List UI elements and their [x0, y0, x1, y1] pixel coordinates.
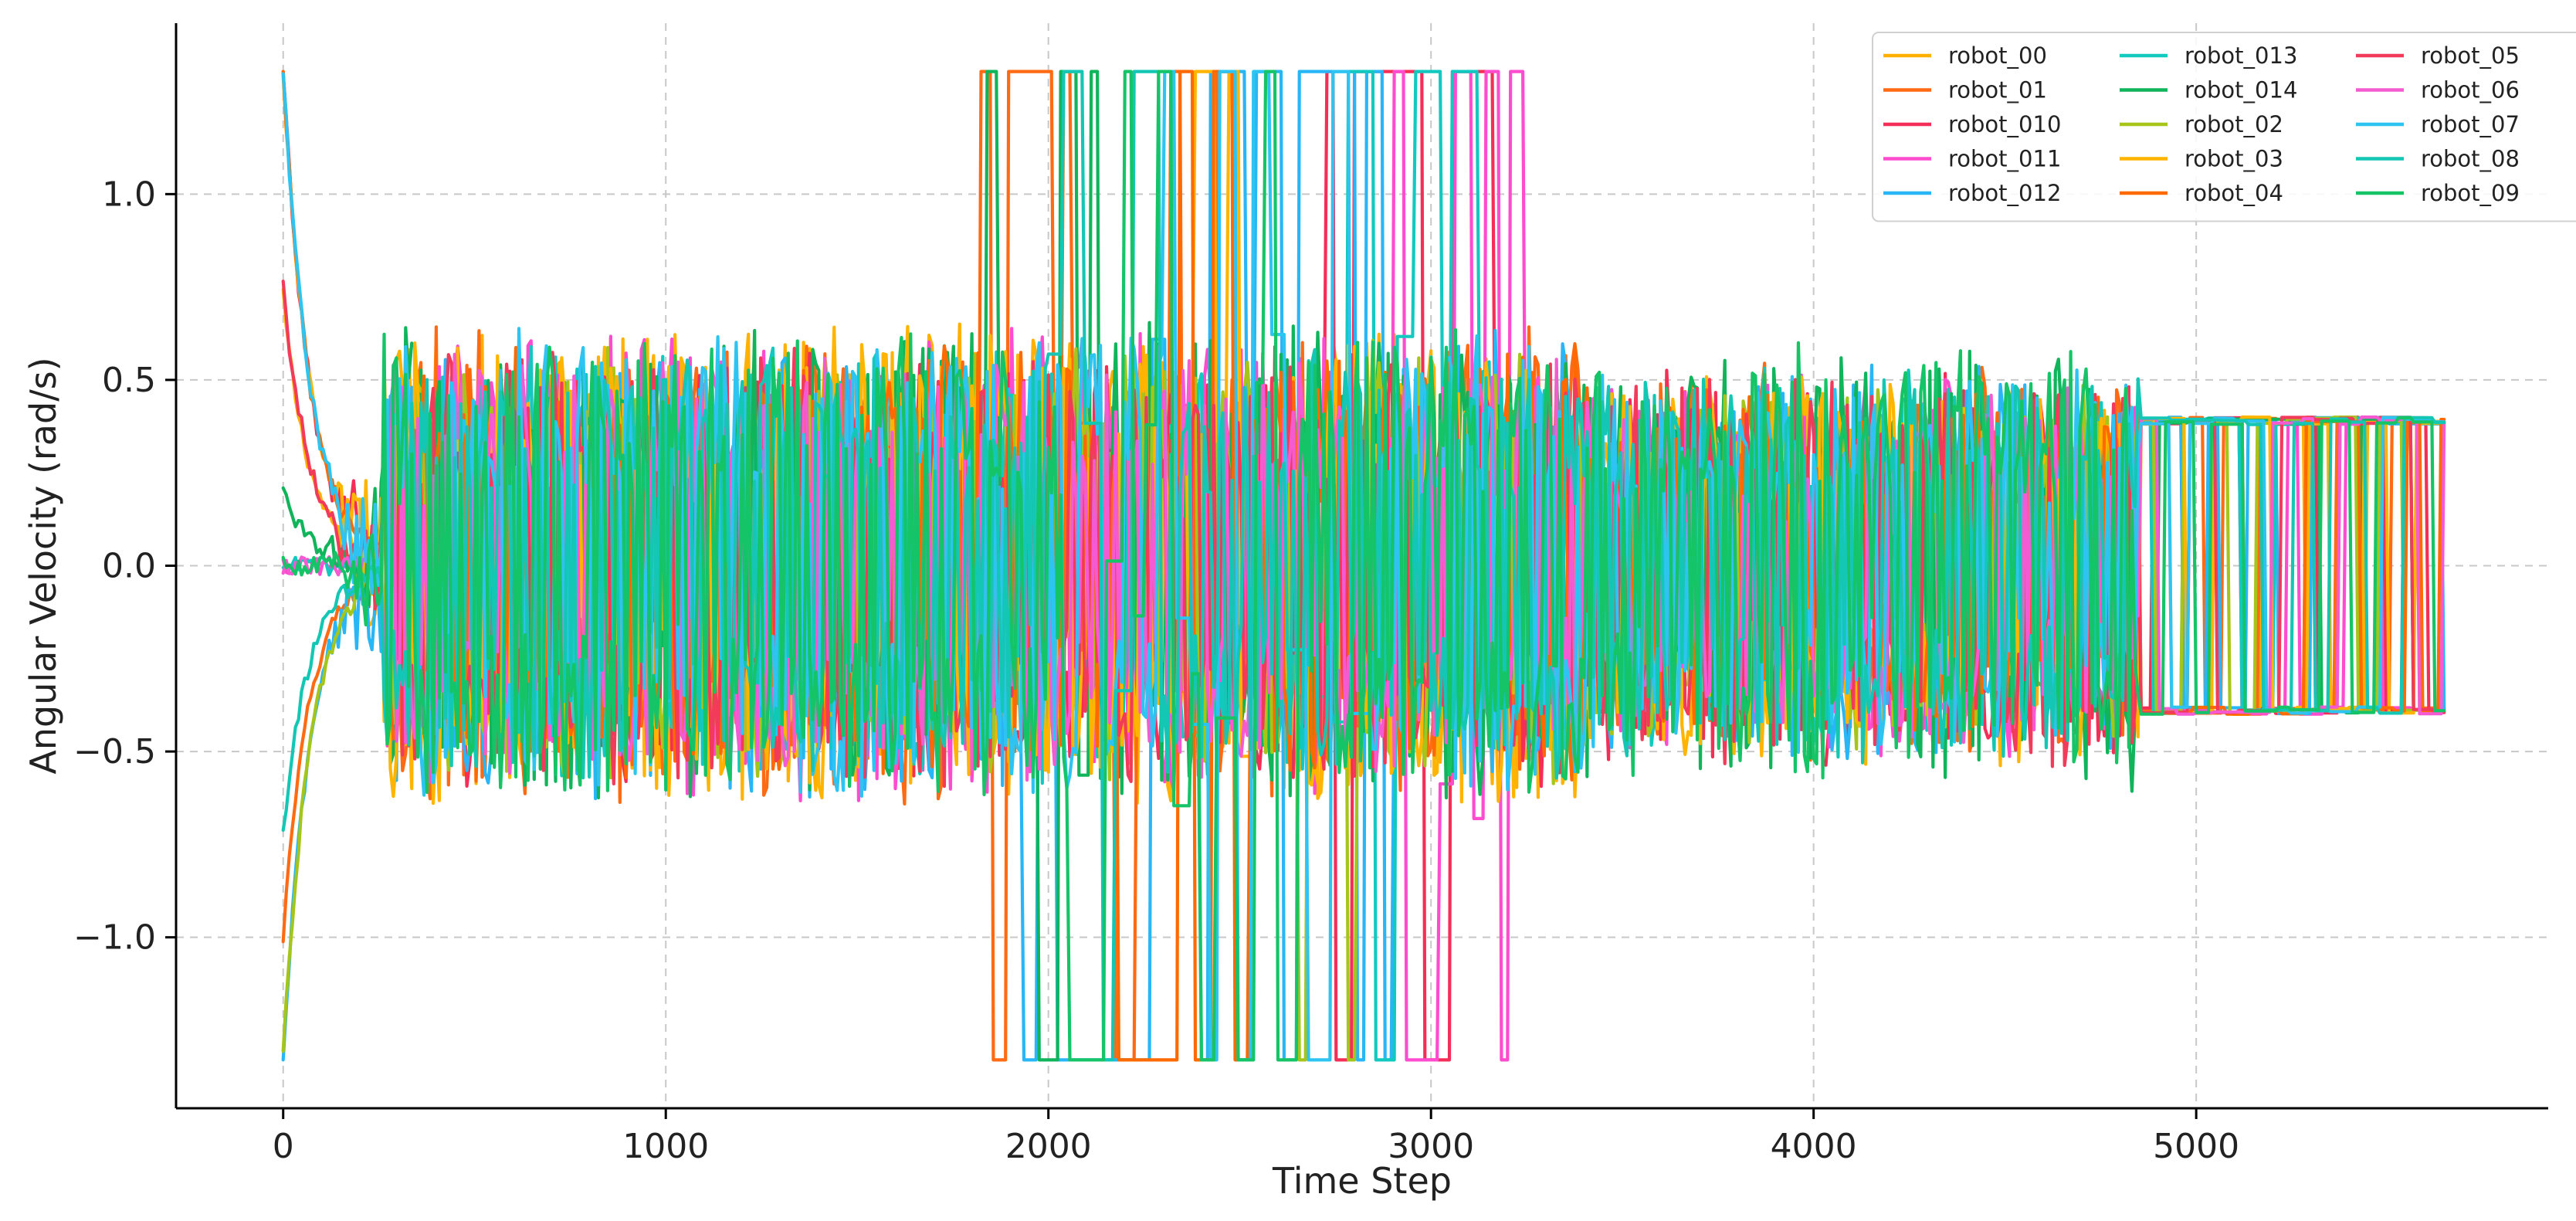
x-tick-label: 0 — [273, 1127, 294, 1166]
x-tick-label: 3000 — [1388, 1127, 1474, 1166]
legend-label: robot_01 — [1948, 77, 2047, 103]
legend-label: robot_010 — [1948, 111, 2061, 137]
legend-label: robot_011 — [1948, 146, 2061, 172]
legend-item: robot_07 — [2356, 111, 2520, 137]
legend-item: robot_05 — [2356, 42, 2520, 69]
legend-label: robot_02 — [2185, 111, 2283, 137]
legend-item: robot_01 — [1883, 77, 2047, 103]
y-axis-label: Angular Velocity (rad/s) — [22, 357, 64, 774]
legend-label: robot_08 — [2421, 146, 2520, 172]
legend-label: robot_013 — [2185, 42, 2297, 69]
x-tick-label: 1000 — [622, 1127, 709, 1166]
legend-item: robot_08 — [2356, 146, 2520, 172]
legend-item: robot_06 — [2356, 77, 2520, 103]
y-tick-label: 0.0 — [102, 547, 156, 586]
legend-item: robot_013 — [2120, 42, 2297, 69]
legend-label: robot_05 — [2421, 42, 2520, 69]
legend-frame — [1872, 32, 2576, 222]
legend: robot_00 robot_01 robot_010 robot_011 robot_… — [1872, 32, 2576, 222]
series-lines — [281, 70, 2446, 1062]
x-axis-label: Time Step — [1272, 1160, 1452, 1202]
legend-label: robot_06 — [2421, 77, 2520, 103]
legend-label: robot_04 — [2185, 180, 2283, 206]
legend-label: robot_00 — [1948, 42, 2047, 69]
legend-item: robot_010 — [1883, 111, 2061, 137]
legend-label: robot_014 — [2185, 77, 2297, 103]
y-tick-label: 0.5 — [102, 361, 156, 400]
series-line-robot_09 — [281, 70, 2446, 1062]
x-tick-label: 4000 — [1771, 1127, 1857, 1166]
legend-item: robot_011 — [1883, 146, 2061, 172]
legend-label: robot_012 — [1948, 180, 2061, 206]
legend-label: robot_09 — [2421, 180, 2520, 206]
legend-item: robot_012 — [1883, 180, 2061, 206]
y-tick-label: −1.0 — [73, 918, 156, 958]
legend-label: robot_07 — [2421, 111, 2520, 137]
legend-item: robot_04 — [2120, 180, 2283, 206]
legend-item: robot_09 — [2356, 180, 2520, 206]
y-tick-label: 1.0 — [102, 175, 156, 214]
tick-labels: 0 1000 2000 3000 4000 5000 −1.0 −0.5 0.0 0.5 1.0 — [73, 175, 2239, 1166]
x-tick-label: 2000 — [1005, 1127, 1092, 1166]
legend-item: robot_00 — [1883, 42, 2047, 69]
x-tick-label: 5000 — [2153, 1127, 2239, 1166]
legend-item: robot_03 — [2120, 146, 2283, 172]
legend-item: robot_02 — [2120, 111, 2283, 137]
legend-label: robot_03 — [2185, 146, 2283, 172]
legend-item: robot_014 — [2120, 77, 2297, 103]
y-tick-label: −0.5 — [73, 732, 156, 772]
